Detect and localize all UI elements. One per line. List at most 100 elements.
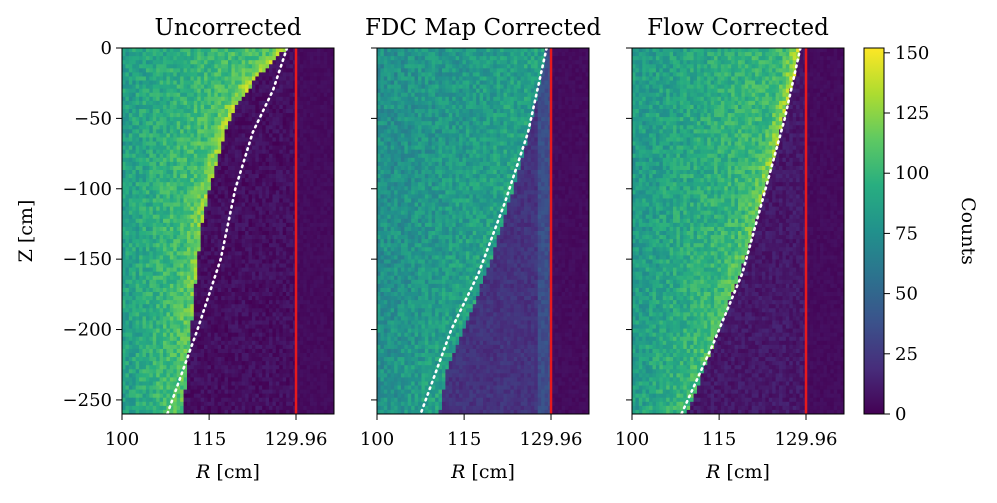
heatmap-cell <box>248 149 253 155</box>
heatmap-cell <box>142 271 147 277</box>
heatmap-cell <box>241 129 246 134</box>
heatmap-cell <box>221 316 225 321</box>
heatmap-cell <box>258 218 263 224</box>
heatmap-cell <box>282 226 287 232</box>
heatmap-cell <box>275 206 280 212</box>
heatmap-cell <box>169 231 174 236</box>
heatmap-cell <box>241 255 246 260</box>
heatmap-cell <box>207 226 212 232</box>
heatmap-cell <box>303 161 308 167</box>
heatmap-cell <box>169 84 174 90</box>
heatmap-cell <box>176 296 181 301</box>
heatmap-cell <box>316 84 321 90</box>
heatmap-cell <box>207 72 212 77</box>
heatmap-cell <box>303 267 308 273</box>
heatmap-cell <box>152 292 157 297</box>
heatmap-cell <box>197 271 202 277</box>
heatmap-cell <box>316 271 321 277</box>
heatmap-cell <box>323 48 328 53</box>
heatmap-cell <box>132 336 137 342</box>
heatmap-cell <box>299 165 304 171</box>
heatmap-cell <box>289 353 294 358</box>
heatmap-cell <box>286 52 290 57</box>
heatmap-cell <box>272 194 277 199</box>
heatmap-cell <box>234 133 239 138</box>
heatmap-cell <box>207 121 212 126</box>
heatmap-cell <box>221 206 225 212</box>
heatmap-cell <box>135 328 140 334</box>
heatmap-cell <box>251 84 256 90</box>
heatmap-cell <box>323 312 328 317</box>
heatmap-cell <box>200 84 205 90</box>
heatmap-cell <box>173 340 178 346</box>
heatmap-cell <box>323 56 328 61</box>
heatmap-cell <box>327 202 331 207</box>
heatmap-cell <box>234 304 239 309</box>
heatmap-cell <box>310 161 314 167</box>
heatmap-cell <box>207 186 212 191</box>
heatmap-cell <box>238 259 243 264</box>
heatmap-cell <box>210 117 215 122</box>
heatmap-cell <box>193 226 198 232</box>
heatmap-cell <box>221 190 225 195</box>
heatmap-cell <box>269 214 273 220</box>
heatmap-cell <box>128 296 133 301</box>
heatmap-cell <box>173 344 178 350</box>
heatmap-cell <box>231 68 236 73</box>
heatmap-cell <box>279 226 284 232</box>
heatmap-cell <box>207 247 212 252</box>
heatmap-cell <box>190 113 195 118</box>
heatmap-cell <box>320 125 325 130</box>
heatmap-cell <box>258 340 263 346</box>
heatmap-cell <box>122 170 126 175</box>
heatmap-cell <box>306 153 311 159</box>
heatmap-cell <box>152 60 157 65</box>
heatmap-cell <box>166 332 171 338</box>
heatmap-cell <box>186 235 191 240</box>
heatmap-cell <box>132 344 137 350</box>
heatmap-cell <box>316 68 321 73</box>
heatmap-cell <box>303 283 308 289</box>
heatmap-cell <box>180 275 184 281</box>
heatmap-cell <box>193 340 198 346</box>
heatmap-cell <box>279 218 284 224</box>
heatmap-cell <box>183 316 188 321</box>
heatmap-cell <box>125 332 130 338</box>
heatmap-cell <box>330 190 335 195</box>
heatmap-cell <box>269 226 273 232</box>
heatmap-cell <box>241 80 246 85</box>
heatmap-cell <box>289 170 294 175</box>
heatmap-cell <box>310 235 314 240</box>
heatmap-cell <box>296 222 301 228</box>
heatmap-cell <box>228 357 232 362</box>
heatmap-cell <box>214 100 219 106</box>
heatmap-cell <box>238 344 243 350</box>
heatmap-cell <box>183 300 188 305</box>
heatmap-cell <box>163 259 167 264</box>
heatmap-cell <box>313 324 318 329</box>
heatmap-cell <box>241 68 246 73</box>
heatmap-cell <box>145 328 150 334</box>
heatmap-cell <box>152 308 157 313</box>
heatmap-cell <box>125 235 130 240</box>
heatmap-cell <box>132 239 137 244</box>
heatmap-cell <box>145 353 150 358</box>
heatmap-cell <box>258 361 263 366</box>
heatmap-cell <box>186 141 191 146</box>
heatmap-cell <box>210 64 215 69</box>
heatmap-cell <box>169 153 174 159</box>
heatmap-cell <box>289 222 294 228</box>
heatmap-cell <box>279 275 284 281</box>
heatmap-cell <box>152 80 157 85</box>
heatmap-cell <box>269 251 273 256</box>
heatmap-cell <box>132 88 137 94</box>
heatmap-cell <box>323 190 328 195</box>
heatmap-cell <box>183 113 188 118</box>
heatmap-cell <box>251 88 256 94</box>
heatmap-cell <box>217 72 222 77</box>
heatmap-cell <box>303 198 308 203</box>
heatmap-cell <box>310 68 314 73</box>
heatmap-cell <box>231 174 236 179</box>
heatmap-cell <box>169 361 174 366</box>
heatmap-cell <box>145 316 150 321</box>
